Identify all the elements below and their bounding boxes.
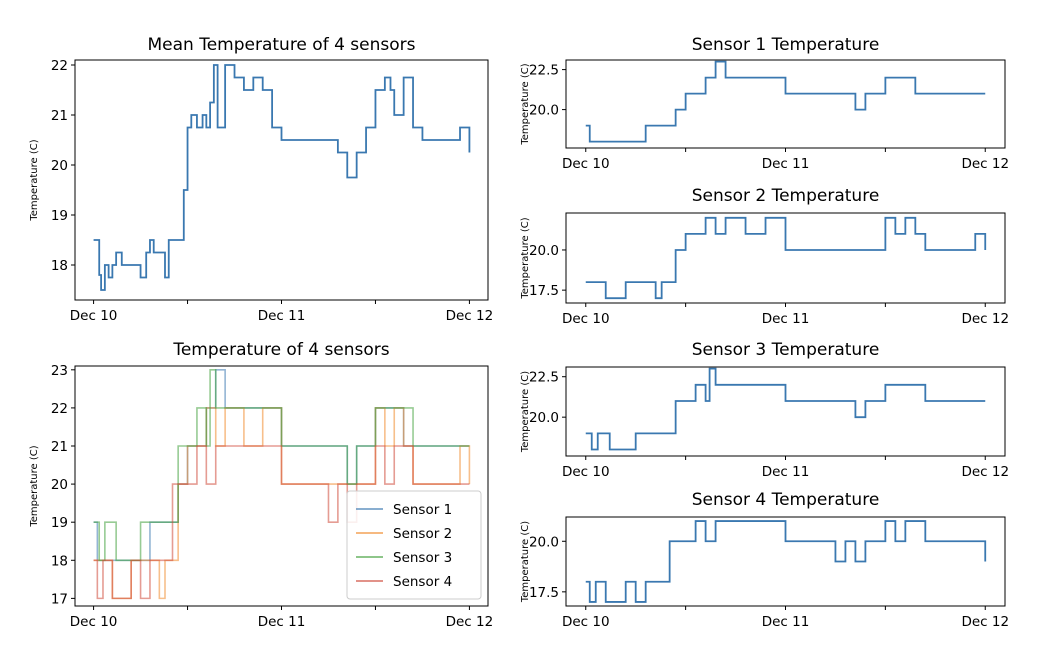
x-tick-label: Dec 11 bbox=[258, 614, 306, 630]
y-tick-label: 17.5 bbox=[529, 585, 559, 601]
y-axis-label: Temperature (C) bbox=[520, 521, 531, 603]
legend-label: Sensor 4 bbox=[393, 574, 452, 590]
y-axis-label: Temperature (C) bbox=[520, 217, 531, 299]
x-tick-label: Dec 12 bbox=[446, 614, 494, 630]
legend-label: Sensor 3 bbox=[393, 550, 452, 566]
y-tick-label: 21 bbox=[51, 439, 68, 455]
x-tick-label: Dec 11 bbox=[762, 311, 810, 327]
axes-frame bbox=[565, 366, 1006, 457]
x-tick-label: Dec 12 bbox=[961, 311, 1009, 327]
legend-label: Sensor 1 bbox=[393, 502, 452, 518]
y-tick-label: 18 bbox=[51, 258, 68, 274]
series-line-0 bbox=[585, 367, 986, 451]
y-tick-label: 20 bbox=[51, 158, 68, 174]
y-tick-label: 22.5 bbox=[529, 63, 559, 79]
y-tick-label: 23 bbox=[51, 363, 68, 379]
y-tick-label: 22.5 bbox=[529, 370, 559, 386]
y-tick-label: 18 bbox=[51, 553, 68, 569]
chart-title: Sensor 2 Temperature bbox=[692, 186, 880, 206]
series-line-sensor-4 bbox=[93, 445, 470, 600]
x-tick-label: Dec 10 bbox=[562, 614, 610, 630]
series-line-0 bbox=[585, 520, 987, 603]
y-tick-label: 20.0 bbox=[529, 410, 559, 426]
x-tick-label: Dec 10 bbox=[562, 311, 610, 327]
chart-title: Mean Temperature of 4 sensors bbox=[147, 35, 415, 55]
series-line-0 bbox=[585, 60, 986, 143]
chart-title: Temperature of 4 sensors bbox=[172, 340, 389, 360]
y-axis-label: Temperature (C) bbox=[29, 139, 40, 221]
series-line-sensor-3 bbox=[93, 369, 470, 562]
series-line-0 bbox=[93, 64, 471, 291]
y-axis-label: Temperature (C) bbox=[29, 445, 40, 527]
chart-s3: Sensor 3 Temperature Temperature (C)20.0 2… bbox=[520, 340, 1009, 480]
chart-s1: Sensor 1 Temperature Temperature (C)20.0 2… bbox=[520, 35, 1009, 172]
y-tick-label: 20.0 bbox=[529, 534, 559, 550]
x-tick-label: Dec 11 bbox=[762, 156, 810, 172]
x-tick-label: Dec 12 bbox=[961, 464, 1009, 480]
axes-frame bbox=[74, 59, 489, 301]
chart-mean: Mean Temperature of 4 sensors Temperature… bbox=[29, 35, 493, 324]
chart-title: Sensor 1 Temperature bbox=[692, 35, 880, 55]
y-tick-label: 20.0 bbox=[529, 243, 559, 259]
axes-frame bbox=[74, 365, 489, 607]
x-tick-label: Dec 10 bbox=[562, 156, 610, 172]
x-tick-label: Dec 11 bbox=[762, 614, 810, 630]
axes-frame bbox=[565, 59, 1006, 149]
y-tick-label: 21 bbox=[51, 108, 68, 124]
chart-title: Sensor 4 Temperature bbox=[692, 490, 880, 510]
chart-s4: Sensor 4 Temperature Temperature (C)17.5 2… bbox=[520, 490, 1009, 630]
y-tick-label: 22 bbox=[51, 401, 68, 417]
chart-s2: Sensor 2 Temperature Temperature (C)17.5 2… bbox=[520, 186, 1009, 327]
y-tick-label: 17.5 bbox=[529, 283, 559, 299]
x-tick-label: Dec 12 bbox=[961, 614, 1009, 630]
axes-frame bbox=[565, 212, 1006, 304]
y-axis-label: Temperature (C) bbox=[520, 371, 531, 453]
legend-label: Sensor 2 bbox=[393, 526, 452, 542]
x-tick-label: Dec 10 bbox=[70, 308, 118, 324]
y-tick-label: 19 bbox=[51, 208, 68, 224]
chart-title: Sensor 3 Temperature bbox=[692, 340, 880, 360]
x-tick-label: Dec 10 bbox=[70, 614, 118, 630]
y-tick-label: 17 bbox=[51, 591, 68, 607]
y-tick-label: 19 bbox=[51, 515, 68, 531]
x-tick-label: Dec 12 bbox=[446, 308, 494, 324]
axes-frame bbox=[565, 516, 1006, 607]
chart-all: Temperature of 4 sensors Temperature (C) 1… bbox=[29, 340, 493, 630]
y-axis-label: Temperature (C) bbox=[520, 63, 531, 145]
x-tick-label: Dec 11 bbox=[258, 308, 306, 324]
x-tick-label: Dec 12 bbox=[961, 156, 1009, 172]
x-tick-label: Dec 11 bbox=[762, 464, 810, 480]
y-tick-label: 20 bbox=[51, 477, 68, 493]
series-line-0 bbox=[585, 216, 987, 300]
y-tick-label: 20.0 bbox=[529, 103, 559, 119]
y-tick-label: 22 bbox=[51, 58, 68, 74]
legend-box bbox=[346, 490, 482, 600]
x-tick-label: Dec 10 bbox=[562, 464, 610, 480]
